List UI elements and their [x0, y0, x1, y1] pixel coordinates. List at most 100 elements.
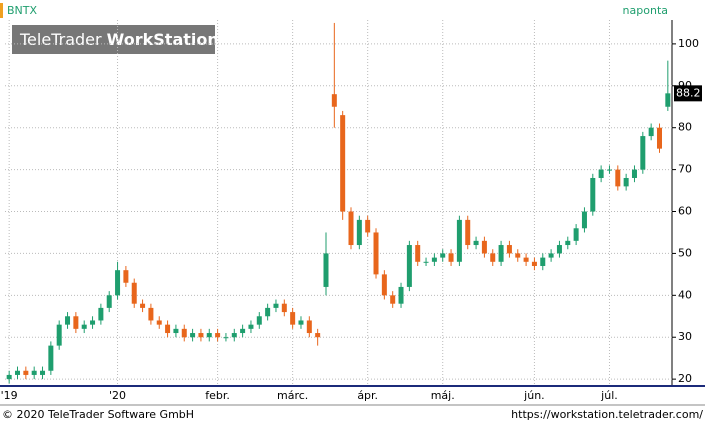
candle-body: [540, 257, 546, 266]
candle-body: [506, 245, 512, 254]
candle-body: [531, 261, 537, 266]
x-tick-label: '19: [1, 389, 18, 402]
candle-body: [490, 253, 496, 262]
candle-body: [590, 177, 596, 212]
y-tick-label: 70: [678, 163, 692, 176]
y-tick-label: 50: [678, 246, 692, 259]
candle-body: [290, 312, 296, 325]
candle-body: [298, 320, 304, 325]
candle-body: [348, 211, 354, 246]
candle-body: [515, 253, 521, 258]
candle-body: [256, 316, 262, 325]
candle-body: [398, 286, 404, 304]
candle-body: [448, 253, 454, 262]
candle-body: [223, 337, 229, 339]
x-tick-label: ápr.: [357, 389, 378, 402]
y-tick-label: 40: [678, 288, 692, 301]
candle-body: [631, 169, 637, 178]
candle-body: [115, 270, 121, 296]
candle-body: [623, 177, 629, 187]
candle-body: [431, 257, 437, 262]
candle-body: [498, 245, 504, 262]
candle-body: [340, 115, 346, 212]
candle-body: [615, 169, 621, 187]
watermark-box: [12, 25, 215, 54]
series-marker: [0, 3, 3, 18]
candle-body: [281, 303, 287, 313]
symbol: BNTX: [7, 4, 37, 17]
y-tick-label: 20: [678, 372, 692, 385]
candle-body: [323, 253, 329, 287]
y-tick-label: 100: [678, 37, 699, 50]
url: https://workstation.teletrader.com/: [511, 408, 703, 421]
candle-body: [156, 320, 162, 325]
candle-body: [240, 328, 246, 334]
candle-body: [248, 324, 254, 329]
candle-body: [123, 270, 129, 283]
candle-body: [206, 333, 212, 338]
watermark-product: WorkStation: [107, 30, 219, 49]
copyright: © 2020 TeleTrader Software GmbH: [2, 408, 194, 421]
x-tick-label: máj.: [431, 389, 455, 402]
candle-body: [406, 245, 412, 287]
candle-body: [565, 240, 571, 246]
candle-body: [665, 93, 671, 107]
candle-body: [656, 127, 662, 149]
candle-body: [273, 303, 279, 308]
candle-body: [98, 307, 104, 321]
x-tick-label: '20: [109, 389, 126, 402]
candle-body: [140, 303, 146, 308]
candle-body: [523, 257, 529, 262]
candle-body: [331, 94, 337, 107]
candle-body: [190, 333, 196, 338]
last-price-label: 88.2: [676, 86, 701, 99]
x-tick-label: febr.: [205, 389, 230, 402]
candle-body: [606, 169, 612, 171]
candle-body: [31, 370, 37, 375]
candle-body: [73, 316, 79, 329]
candle-body: [473, 240, 479, 246]
candle-body: [415, 245, 421, 262]
period: naponta: [623, 4, 668, 17]
candle-body: [215, 333, 221, 338]
candle-body: [198, 333, 204, 338]
candle-body: [265, 307, 271, 317]
candle-body: [365, 219, 371, 233]
candle-body: [581, 211, 587, 229]
candle-body: [440, 253, 446, 258]
candle-body: [573, 228, 579, 241]
candle-body: [131, 282, 137, 304]
candle-body: [106, 295, 112, 308]
candle-body: [648, 127, 654, 137]
x-tick-label: jún.: [523, 389, 545, 402]
candle-body: [81, 324, 87, 329]
x-tick-label: júl.: [600, 389, 618, 402]
candle-body: [181, 328, 187, 338]
candle-body: [231, 333, 237, 338]
candle-body: [598, 169, 604, 178]
candle-body: [423, 261, 429, 263]
x-tick-label: márc.: [277, 389, 308, 402]
candle-body: [56, 324, 62, 346]
candle-body: [165, 324, 171, 334]
candle-body: [40, 370, 46, 375]
candle-body: [556, 245, 562, 254]
candle-body: [65, 316, 71, 325]
candle-body: [465, 219, 471, 246]
candle-body: [173, 328, 179, 334]
candle-body: [456, 219, 462, 262]
watermark-brand: TeleTrader: [19, 30, 102, 49]
candle-body: [23, 370, 29, 375]
candle-body: [356, 219, 362, 246]
candle-body: [306, 320, 312, 334]
candle-body: [6, 374, 12, 380]
candle-body: [373, 232, 379, 275]
watermark: TeleTrader WorkStation: [19, 30, 219, 49]
candle-body: [381, 274, 387, 296]
candle-body: [481, 240, 487, 254]
candle-body: [548, 253, 554, 258]
y-tick-label: 80: [678, 121, 692, 134]
y-tick-label: 30: [678, 330, 692, 343]
y-tick-label: 60: [678, 205, 692, 218]
